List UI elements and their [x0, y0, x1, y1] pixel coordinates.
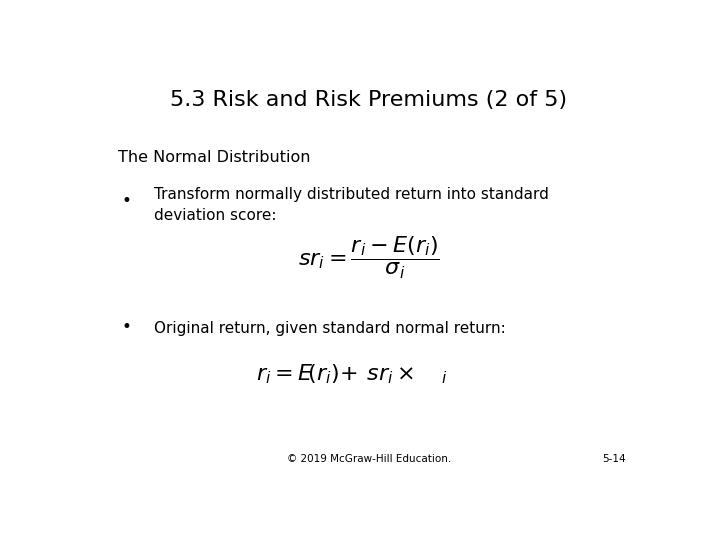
Text: deviation score:: deviation score:: [154, 208, 276, 223]
Text: $r_i = E\!\left(r_i\right)\!+\, sr_i \times \quad_i$: $r_i = E\!\left(r_i\right)\!+\, sr_i \ti…: [256, 363, 448, 387]
Text: Transform normally distributed return into standard: Transform normally distributed return in…: [154, 187, 549, 202]
Text: The Normal Distribution: The Normal Distribution: [118, 150, 310, 165]
Text: © 2019 McGraw-Hill Education.: © 2019 McGraw-Hill Education.: [287, 454, 451, 464]
Text: Original return, given standard normal return:: Original return, given standard normal r…: [154, 321, 506, 335]
Text: 5.3 Risk and Risk Premiums (2 of 5): 5.3 Risk and Risk Premiums (2 of 5): [171, 90, 567, 110]
Text: 5-14: 5-14: [602, 454, 626, 464]
Text: •: •: [122, 192, 131, 210]
Text: •: •: [122, 318, 131, 336]
Text: $sr_i = \dfrac{r_i - E\left(r_i\right)}{\sigma_i}$: $sr_i = \dfrac{r_i - E\left(r_i\right)}{…: [298, 235, 440, 281]
